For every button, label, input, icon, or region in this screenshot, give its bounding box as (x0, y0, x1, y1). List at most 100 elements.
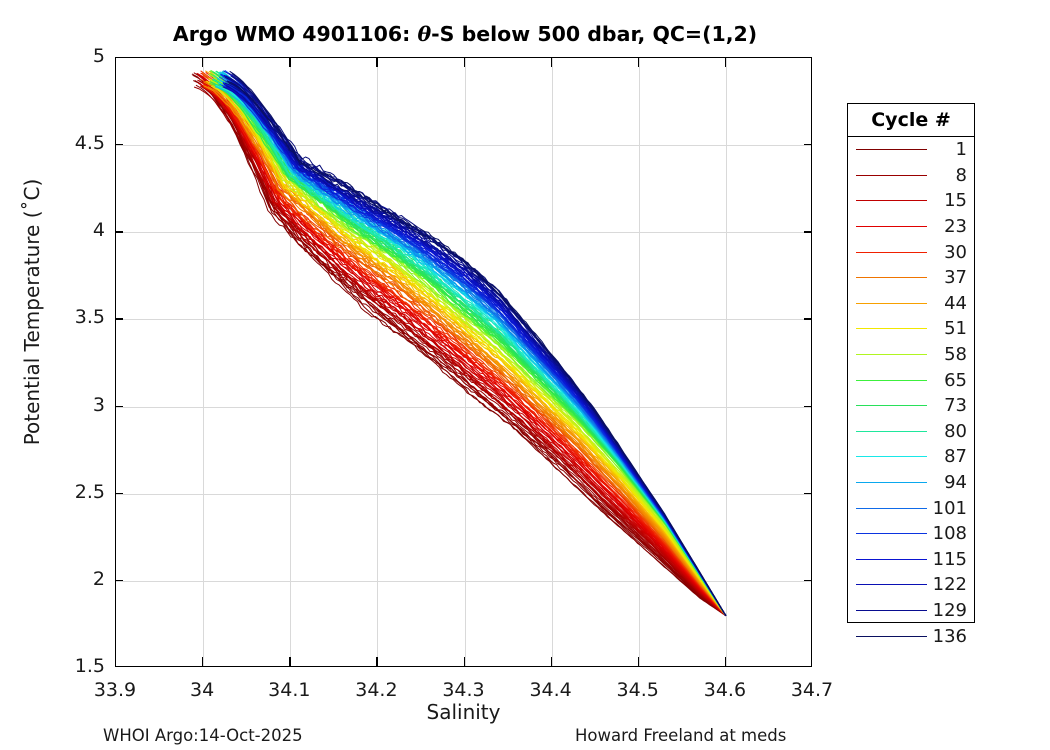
tick-mark-y-right (804, 405, 812, 407)
title-prefix: Argo WMO 4901106: (172, 22, 418, 46)
legend-item[interactable]: 15 (848, 188, 974, 214)
legend-item-label: 108 (932, 523, 967, 545)
y-tick-label: 1.5 (74, 655, 105, 677)
profile-line (221, 76, 727, 616)
legend-line-swatch (856, 558, 927, 560)
profile-line (201, 72, 727, 617)
profile-line (218, 71, 727, 616)
tick-mark-y (115, 144, 123, 146)
legend-line-swatch (856, 533, 927, 535)
profile-line (202, 84, 727, 617)
profile-line (205, 70, 727, 617)
legend-item[interactable]: 80 (848, 419, 974, 445)
legend-line-swatch (856, 174, 927, 176)
x-tick-label: 34.6 (703, 679, 747, 701)
profile-line (198, 75, 727, 617)
tick-mark-x-top (463, 57, 465, 67)
tick-mark-x (724, 657, 727, 667)
gridline-vertical (290, 58, 292, 666)
legend-line-swatch (856, 354, 927, 356)
legend-item[interactable]: 37 (848, 265, 974, 291)
profile-line (208, 73, 727, 616)
gridline-horizontal (116, 232, 811, 234)
tick-mark-y-right (804, 579, 812, 582)
x-tick-label: 34.1 (268, 679, 311, 701)
legend-item[interactable]: 94 (848, 470, 974, 496)
legend-item[interactable]: 136 (848, 623, 974, 649)
legend-item[interactable]: 1 (848, 137, 974, 163)
profile-line (202, 85, 727, 617)
legend-item[interactable]: 30 (848, 239, 974, 265)
legend-item-label: 94 (944, 472, 967, 494)
tick-mark-y (115, 405, 123, 407)
legend-item-label: 65 (944, 369, 967, 391)
profile-line (209, 78, 727, 616)
profile-line (200, 84, 727, 617)
gridline-vertical (203, 58, 205, 666)
tick-mark-x (550, 657, 552, 667)
legend-item-label: 30 (944, 241, 967, 263)
gridline-vertical (377, 58, 379, 666)
legend-item[interactable]: 108 (848, 521, 974, 547)
tick-mark-x-top (289, 57, 291, 67)
x-tick-label: 34 (190, 679, 215, 701)
tick-mark-y (115, 492, 123, 494)
legend-line-swatch (856, 149, 927, 151)
legend-item[interactable]: 122 (848, 572, 974, 598)
theta-s-curves (191, 69, 727, 617)
legend-item-label: 58 (944, 344, 967, 366)
profile-line (200, 72, 727, 617)
y-axis-label: Potential Temperature (˚C) (20, 178, 44, 446)
legend-line-swatch (856, 635, 927, 637)
legend-item[interactable]: 87 (848, 444, 974, 470)
legend-item[interactable]: 115 (848, 547, 974, 573)
tick-mark-x (376, 657, 378, 667)
tick-mark-x (463, 657, 465, 667)
legend-title: Cycle # (848, 104, 974, 137)
legend-item-list: 1 8 15 23 30 37 44 51 58 65 73 80 87 94 101 108 115 122 12… (848, 137, 974, 647)
legend-line-swatch (856, 277, 927, 279)
legend-item[interactable]: 129 (848, 598, 974, 624)
legend-line-swatch (856, 456, 927, 458)
legend-item[interactable]: 23 (848, 214, 974, 240)
legend-item[interactable]: 73 (848, 393, 974, 419)
x-tick-label: 34.2 (355, 679, 398, 701)
gridline-horizontal (116, 493, 811, 495)
gridline-horizontal (116, 319, 811, 321)
legend-item-label: 122 (932, 574, 967, 596)
tick-mark-y-right (804, 231, 812, 233)
legend-item[interactable]: 58 (848, 342, 974, 368)
legend-item-label: 44 (944, 292, 967, 314)
profile-line (208, 86, 727, 617)
legend-item-label: 80 (944, 420, 967, 442)
x-tick-label: 33.9 (93, 679, 137, 701)
legend-item[interactable]: 101 (848, 495, 974, 521)
tick-mark-x-top (376, 57, 378, 67)
x-tick-label: 34.7 (790, 679, 834, 701)
tick-mark-y (115, 231, 123, 233)
gridline-vertical (638, 58, 640, 666)
tick-mark-y-right (804, 318, 812, 320)
legend-item[interactable]: 51 (848, 316, 974, 342)
y-tick-label: 5 (92, 45, 105, 67)
legend-line-swatch (856, 302, 927, 304)
legend-line-swatch (856, 200, 927, 202)
legend-item[interactable]: 8 (848, 163, 974, 189)
legend-item-label: 115 (932, 548, 967, 570)
legend-item-label: 23 (944, 216, 967, 238)
gridline-horizontal (116, 406, 811, 408)
page-title: Argo WMO 4901106: θ-S below 500 dbar, QC… (0, 22, 930, 46)
legend-line-swatch (856, 482, 927, 484)
legend-line-swatch (856, 609, 927, 611)
gridline-horizontal (116, 580, 811, 582)
legend-item[interactable]: 65 (848, 367, 974, 393)
tick-mark-y (115, 318, 123, 320)
tick-mark-x-top (724, 57, 727, 67)
legend-item-label: 51 (944, 318, 967, 340)
tick-mark-x-top (637, 57, 639, 67)
legend-item[interactable]: 44 (848, 291, 974, 317)
tick-mark-y-right (804, 492, 812, 494)
profile-line (202, 82, 727, 617)
legend-item-label: 8 (955, 164, 967, 186)
legend-item-label: 129 (932, 599, 967, 621)
